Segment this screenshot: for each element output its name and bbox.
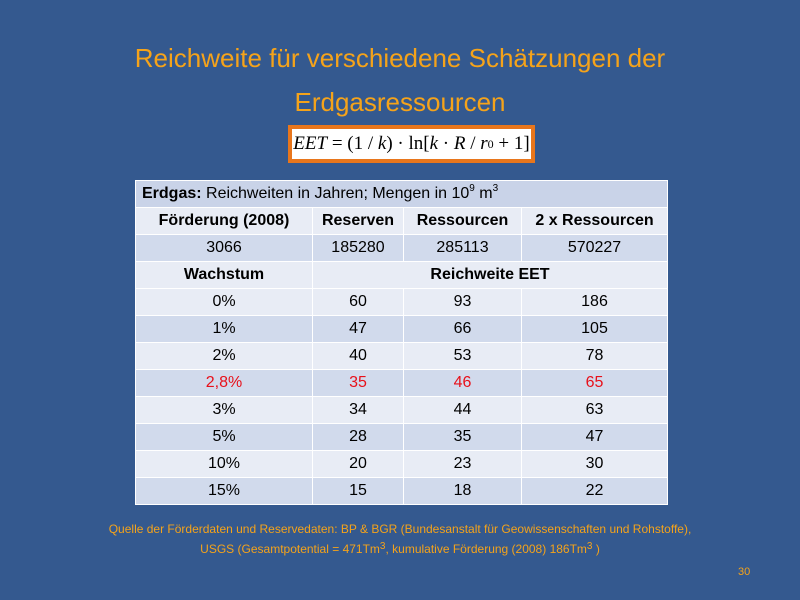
formula-eq: = (1 / (327, 133, 378, 154)
range-reserven-cell: 60 (312, 288, 404, 316)
source-note: Quelle der Förderdaten und Reservedaten:… (40, 519, 760, 559)
range-ressourcen-cell: 18 (403, 477, 522, 505)
formula-eet: EET (293, 133, 328, 154)
growth-rate-cell: 3% (135, 396, 313, 424)
table-row: 1% 47 66 105 (135, 315, 669, 343)
section-header-row: Wachstum Reichweite EET (135, 261, 669, 289)
col-header-2x-ressourcen: 2 x Ressourcen (520, 207, 669, 235)
page-number: 30 (738, 566, 751, 578)
table-row: 2% 40 53 78 (135, 342, 669, 370)
growth-rate-cell: 10% (135, 450, 313, 478)
range-ressourcen-cell: 53 (403, 342, 522, 370)
table-row: 10% 20 23 30 (135, 450, 669, 478)
col-header-reserven: Reserven (312, 207, 404, 235)
title-line-2: Erdgasressourcen (294, 87, 506, 117)
value-ressourcen: 285113 (403, 234, 522, 262)
table-row: 5% 28 35 47 (135, 423, 669, 451)
range-reserven-cell: 35 (312, 369, 404, 397)
range-ressourcen-cell: 35 (403, 423, 522, 451)
range-reserven-cell: 34 (312, 396, 404, 424)
range-2x-ressourcen-cell: 47 (520, 423, 669, 451)
formula-r-lower: r (480, 133, 488, 154)
caption-unit: m (474, 185, 493, 202)
range-reserven-cell: 20 (312, 450, 404, 478)
range-reserven-cell: 40 (312, 342, 404, 370)
slide-title: Reichweite für verschiedene Schätzungen … (40, 36, 760, 124)
growth-rate-cell: 15% (135, 477, 313, 505)
formula-r-upper: R (453, 133, 466, 154)
source-close: ) (592, 542, 600, 556)
caption-exp: 9 (469, 183, 475, 194)
value-2x-ressourcen: 570227 (520, 234, 669, 262)
wachstum-header: Wachstum (135, 261, 313, 289)
column-header-row: Förderung (2008) Reserven Ressourcen 2 x… (135, 207, 669, 235)
source-usgs: USGS (Gesamtpotential = 471Tm (200, 542, 380, 556)
title-line-1: Reichweite für verschiedene Schätzungen … (134, 43, 666, 73)
quantities-row: 3066 185280 285113 570227 (135, 234, 669, 262)
range-2x-ressourcen-cell: 63 (520, 396, 669, 424)
caption-bold: Erdgas: (142, 185, 202, 202)
range-ressourcen-cell: 66 (403, 315, 522, 343)
growth-rate-cell: 5% (135, 423, 313, 451)
range-2x-ressourcen-cell: 65 (520, 369, 669, 397)
range-2x-ressourcen-cell: 186 (520, 288, 669, 316)
table-caption: Erdgas: Reichweiten in Jahren; Mengen in… (134, 180, 669, 208)
range-ressourcen-cell: 44 (403, 396, 522, 424)
source-exp-1: 3 (379, 541, 386, 552)
range-2x-ressourcen-cell: 30 (520, 450, 669, 478)
range-reserven-cell: 15 (312, 477, 404, 505)
caption-text: Reichweiten in Jahren; Mengen in 10 (201, 185, 470, 202)
reichweite-table: Erdgas: Reichweiten in Jahren; Mengen in… (134, 180, 669, 505)
formula-dot: · (438, 133, 454, 154)
source-exp-2: 3 (586, 541, 593, 552)
growth-rate-cell: 2,8% (135, 369, 313, 397)
caption-unit-exp: 3 (492, 183, 499, 194)
value-foerderung: 3066 (135, 234, 313, 262)
formula-ln: ) · ln[ (386, 133, 430, 154)
formula-slash: / (465, 133, 481, 154)
range-reserven-cell: 28 (312, 423, 404, 451)
table-row: 2,8% 35 46 65 (135, 369, 669, 397)
source-cumulative: , kumulative Förderung (2008) 186Tm (385, 542, 587, 556)
range-ressourcen-cell: 93 (403, 288, 522, 316)
growth-rate-cell: 2% (135, 342, 313, 370)
range-2x-ressourcen-cell: 22 (520, 477, 669, 505)
source-line-2: USGS (Gesamtpotential = 471Tm3, kumulati… (40, 539, 760, 559)
formula-end: + 1] (493, 133, 530, 154)
range-reserven-cell: 47 (312, 315, 404, 343)
reichweite-header: Reichweite EET (311, 261, 669, 289)
formula-k2: k (429, 133, 439, 154)
range-2x-ressourcen-cell: 78 (520, 342, 669, 370)
table-row: 0% 60 93 186 (135, 288, 669, 316)
table-row: 15% 15 18 22 (135, 477, 669, 505)
formula-k1: k (377, 133, 387, 154)
table-caption-row: Erdgas: Reichweiten in Jahren; Mengen in… (134, 180, 669, 208)
range-ressourcen-cell: 46 (403, 369, 522, 397)
range-ressourcen-cell: 23 (403, 450, 522, 478)
growth-rate-cell: 1% (135, 315, 313, 343)
growth-rate-cell: 0% (135, 288, 313, 316)
col-header-ressourcen: Ressourcen (403, 207, 522, 235)
col-header-foerderung: Förderung (2008) (135, 207, 313, 235)
range-2x-ressourcen-cell: 105 (520, 315, 669, 343)
table-row: 3% 34 44 63 (135, 396, 669, 424)
source-line-1: Quelle der Förderdaten und Reservedaten:… (108, 522, 692, 536)
value-reserven: 185280 (312, 234, 404, 262)
formula-subscript: 0 (487, 136, 494, 151)
